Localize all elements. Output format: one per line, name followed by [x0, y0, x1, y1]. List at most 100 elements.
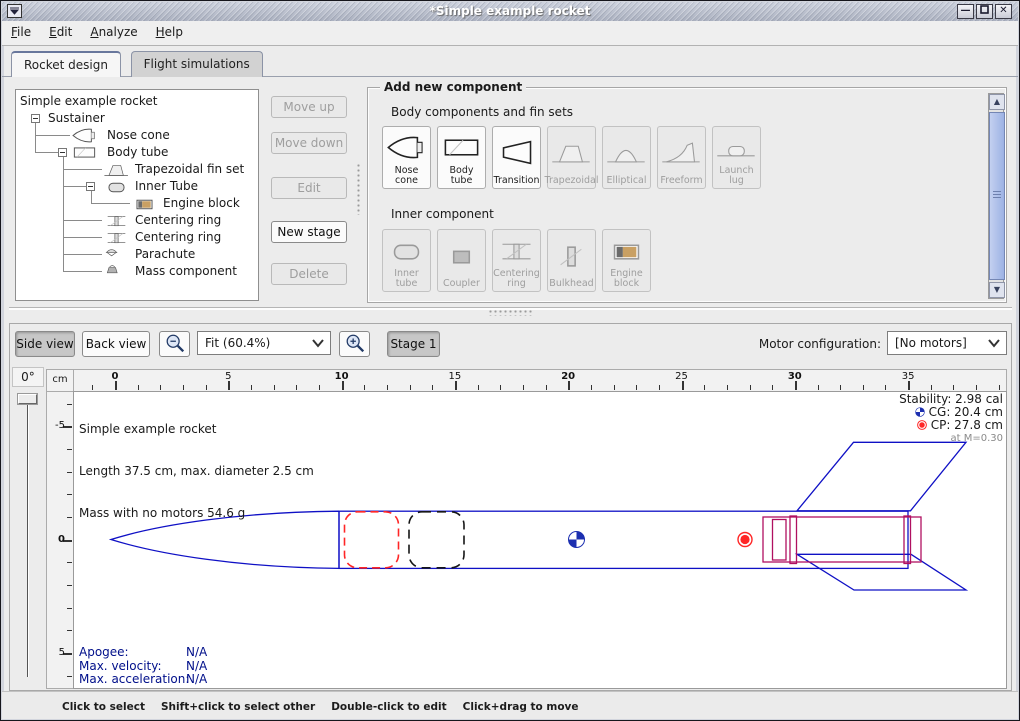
ruler-unit-label: cm	[46, 369, 74, 392]
rocket-canvas[interactable]	[73, 391, 1007, 689]
tree-collapse-toggle[interactable]	[86, 182, 95, 191]
component-tree[interactable]: Simple example rocket Sustainer Nose cone B…	[15, 89, 259, 301]
new-stage-button[interactable]: New stage	[271, 221, 347, 243]
scroll-up-icon[interactable]: ▲	[989, 94, 1005, 110]
rotation-slider-track[interactable]	[27, 403, 28, 677]
centering-ring-2-shape[interactable]	[903, 515, 912, 565]
tree-row[interactable]: Engine block	[16, 195, 258, 212]
inner-tube-shape[interactable]	[762, 516, 922, 563]
component-button-label: Trapezoidal	[544, 175, 599, 186]
ruler-tick	[273, 385, 275, 390]
move-down-button[interactable]: Move down	[271, 132, 347, 154]
flight-info-row: Apogee: N/A	[79, 645, 207, 660]
add-bulkhead-button[interactable]: Bulkhead	[547, 229, 596, 292]
ruler-tick	[454, 381, 457, 390]
scrollbar-thumb[interactable]	[989, 112, 1005, 280]
ruler-label: 0	[111, 371, 119, 382]
add-elliptical-button[interactable]: Elliptical	[602, 126, 651, 189]
centering-ring-1-shape[interactable]	[789, 515, 798, 565]
motor-configuration-combo[interactable]: [No motors]	[887, 331, 1007, 355]
delete-button[interactable]: Delete	[271, 263, 347, 285]
add-centering-ring-button[interactable]: Centering ring	[492, 229, 541, 292]
coupler-icon	[441, 232, 482, 279]
fin-bottom-shape[interactable]	[794, 553, 969, 591]
ruler-tick	[67, 584, 72, 586]
ruler-label: -5	[55, 420, 65, 432]
flight-info-row: Max. acceleration: N/A	[79, 672, 207, 687]
tab-rocket-design[interactable]: Rocket design	[11, 51, 121, 77]
engine-block-icon	[606, 232, 647, 269]
tree-collapse-toggle[interactable]	[58, 148, 67, 157]
flight-info-block: Apogee: N/A Max. velocity: N/A Max. accelera…	[79, 645, 207, 687]
move-up-button[interactable]: Move up	[271, 96, 347, 118]
rocket-drawing[interactable]	[73, 391, 1007, 689]
horizontal-ruler: 0 5 10 15 20 25 30 35	[73, 369, 1007, 392]
add-freeform-button[interactable]: Freeform	[657, 126, 706, 189]
cp-marker	[737, 531, 753, 548]
motor-configuration-value: [No motors]	[895, 336, 967, 350]
tree-row[interactable]: Parachute	[16, 246, 258, 263]
ruler-tick	[817, 385, 819, 390]
nose-cone-icon	[70, 127, 99, 147]
fin-trap-icon	[104, 165, 128, 176]
component-button-label: Bulkhead	[549, 278, 594, 289]
tab-flight-simulations[interactable]: Flight simulations	[130, 51, 263, 77]
engine-block-shape[interactable]	[771, 518, 787, 561]
add-trapezoidal-button[interactable]: Trapezoidal	[544, 126, 599, 189]
parachute-shape[interactable]	[343, 510, 400, 569]
side-view-button[interactable]: Side view	[15, 331, 75, 357]
menu-analyze[interactable]: Analyze	[90, 25, 138, 39]
zoom-out-button[interactable]	[159, 331, 190, 357]
window-menu-icon[interactable]	[7, 4, 22, 18]
zoom-in-button[interactable]	[339, 331, 370, 357]
ruler-tick	[500, 385, 502, 390]
edit-button[interactable]: Edit	[271, 177, 347, 199]
tree-row[interactable]: Sustainer	[16, 110, 258, 127]
menu-edit[interactable]: Edit	[49, 25, 73, 39]
add-launch-lug-button[interactable]: Launch lug	[712, 126, 761, 189]
tree-row[interactable]: Inner Tube	[16, 178, 258, 195]
close-button[interactable]: ✕	[995, 4, 1012, 19]
add-body-tube-button[interactable]: Body tube	[437, 126, 486, 189]
ruler-tick	[976, 385, 978, 390]
menu-file[interactable]: File	[11, 25, 32, 39]
ruler-label: 5	[58, 646, 65, 658]
add-transition-button[interactable]: Transition	[492, 126, 541, 189]
tree-row[interactable]: Centering ring	[16, 229, 258, 246]
ruler-tick	[908, 381, 911, 390]
menu-help[interactable]: Help	[155, 25, 184, 39]
maximize-button[interactable]	[976, 4, 993, 19]
mass-component-shape[interactable]	[408, 510, 465, 569]
add-inner-tube-button[interactable]: Inner tube	[382, 229, 431, 292]
body-tube-shape[interactable]	[338, 510, 909, 570]
tree-row[interactable]: Body tube	[16, 144, 258, 161]
add-coupler-button[interactable]: Coupler	[437, 229, 486, 292]
tree-row[interactable]: Mass component	[16, 263, 258, 280]
parachute-icon	[102, 246, 131, 266]
horizontal-splitter[interactable]	[9, 307, 1012, 310]
tree-row[interactable]: Nose cone	[16, 127, 258, 144]
back-view-button[interactable]: Back view	[82, 331, 150, 357]
tree-collapse-toggle[interactable]	[31, 114, 40, 123]
title-bar[interactable]: *Simple example rocket — ✕	[2, 2, 1018, 22]
horizontal-splitter-handle[interactable]	[488, 309, 534, 316]
tree-row[interactable]: Centering ring	[16, 212, 258, 229]
fin-top-shape[interactable]	[795, 441, 968, 512]
ruler-tick	[409, 385, 411, 390]
tree-row[interactable]: Simple example rocket	[16, 93, 258, 110]
stage-1-toggle[interactable]: Stage 1	[387, 331, 440, 357]
vertical-splitter-handle[interactable]	[356, 163, 362, 215]
add-nose-cone-button[interactable]: Nose cone	[382, 126, 431, 189]
add-engine-block-button[interactable]: Engine block	[602, 229, 651, 292]
status-hint: Click+drag to move	[462, 701, 579, 713]
ruler-tick	[930, 385, 932, 390]
ruler-tick	[636, 385, 638, 390]
zoom-level-combo[interactable]: Fit (60.4%)	[197, 331, 331, 355]
scroll-down-icon[interactable]: ▼	[989, 282, 1005, 298]
centering-ring-icon	[102, 212, 131, 232]
component-scrollbar[interactable]: ▲ ▼	[988, 93, 1005, 299]
parachute-icon	[105, 249, 118, 257]
tree-row[interactable]: Trapezoidal fin set	[16, 161, 258, 178]
rotation-slider-handle[interactable]	[18, 394, 37, 404]
minimize-button[interactable]: —	[957, 4, 974, 19]
